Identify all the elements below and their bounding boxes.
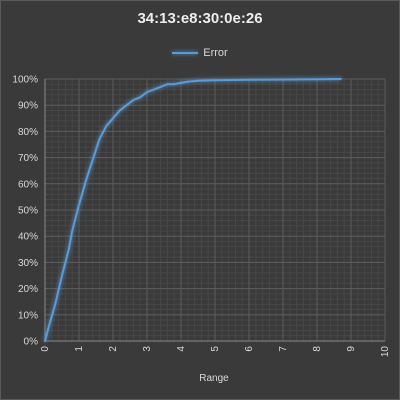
y-tick-label: 90%	[18, 101, 38, 112]
x-tick-label: 1	[74, 346, 85, 352]
x-tick-label: 6	[244, 346, 255, 352]
chart-title: 34:13:e8:30:0e:26	[137, 10, 263, 27]
y-tick-label: 40%	[18, 232, 38, 243]
y-tick-label: 80%	[18, 127, 38, 138]
y-tick-label: 30%	[18, 258, 38, 269]
legend-swatch-error	[172, 52, 199, 55]
y-tick-label: 0%	[24, 337, 39, 348]
x-tick-label: 7	[278, 346, 289, 352]
x-tick-label: 9	[346, 346, 357, 352]
y-tick-label: 20%	[18, 284, 38, 295]
tick-labels: 0 1 2 3 4 5 6 7 8 9 100%10%20%30%40%50%60%70%80%90…	[12, 75, 391, 358]
axes	[44, 79, 385, 342]
series-line-error	[44, 78, 342, 342]
x-axis-title: Range	[199, 373, 229, 384]
x-tick-label: 10	[380, 346, 391, 358]
x-tick-label: 5	[210, 346, 221, 352]
x-tick-label: 8	[312, 346, 323, 352]
grid	[44, 78, 386, 342]
y-tick-label: 10%	[18, 310, 38, 321]
y-tick-label: 70%	[18, 153, 38, 164]
series-layer	[44, 78, 342, 342]
y-tick-label: 50%	[18, 206, 38, 217]
y-tick-label: 60%	[18, 179, 38, 190]
legend-label-error: Error	[203, 47, 228, 59]
legend: Error	[0, 46, 400, 60]
x-tick-label: 4	[176, 346, 187, 352]
x-tick-label: 3	[142, 346, 153, 352]
y-tick-label: 100%	[12, 75, 38, 86]
x-tick-label: 2	[108, 346, 119, 352]
x-tick-label: 0	[40, 346, 51, 352]
